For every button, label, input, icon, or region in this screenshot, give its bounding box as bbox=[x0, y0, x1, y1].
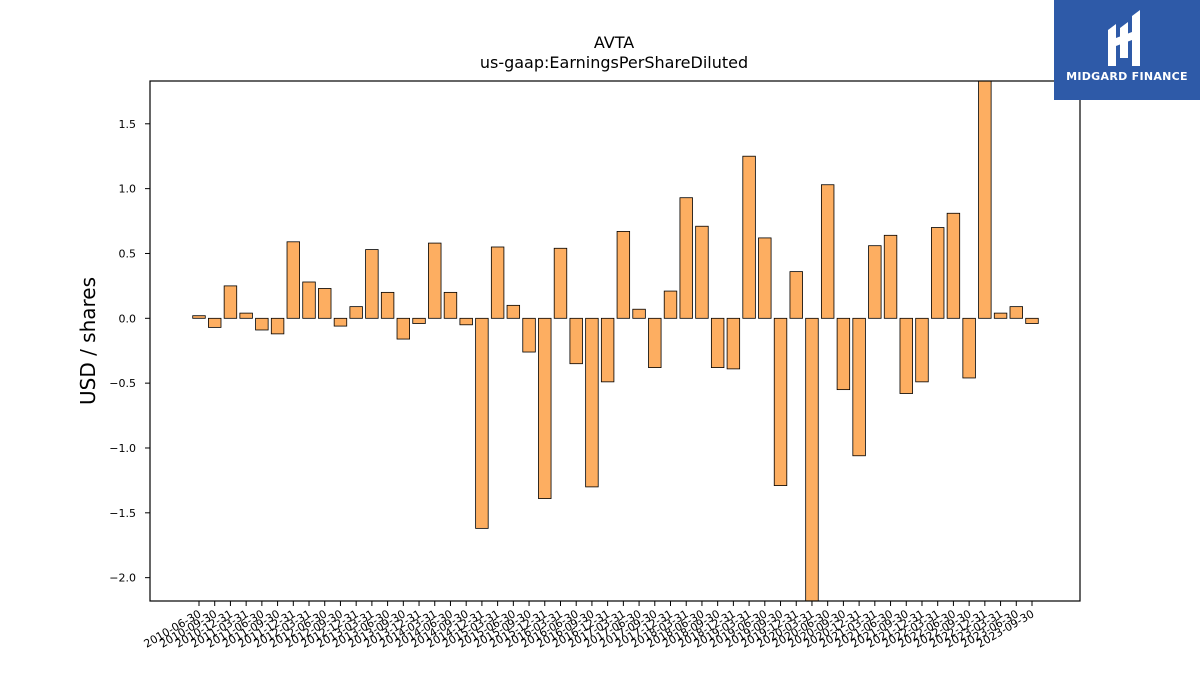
bar-2012-12-31 bbox=[349, 306, 363, 319]
bar-2019-06-30 bbox=[758, 237, 772, 319]
bar-2021-12-31 bbox=[915, 317, 929, 383]
y-tick-label: −0.5 bbox=[109, 377, 136, 390]
bar-2022-03-31 bbox=[931, 227, 945, 319]
bar-2016-03-31 bbox=[553, 247, 568, 319]
bar-2018-03-31 bbox=[679, 197, 693, 319]
y-tick-label: −1.5 bbox=[109, 507, 136, 520]
bar-2023-06-30 bbox=[1009, 306, 1023, 319]
bar-2018-09-30 bbox=[710, 317, 725, 368]
bar-2014-03-31 bbox=[428, 242, 442, 319]
bar-2020-09-30 bbox=[836, 317, 851, 391]
y-axis: −2.0 −1.5 −1.0 −0.5 0.0 0.5 1.0 1.5 bbox=[109, 118, 150, 585]
plot-frame bbox=[149, 80, 1081, 602]
bar-2011-09-30 bbox=[270, 317, 285, 335]
bar-2012-09-30 bbox=[333, 317, 348, 327]
bar-2013-03-31 bbox=[365, 249, 379, 319]
bar-2013-12-31 bbox=[412, 317, 426, 324]
bar-2011-12-31 bbox=[286, 241, 300, 319]
bar-2015-12-31 bbox=[538, 317, 552, 499]
brand-name: MIDGARD FINANCE bbox=[1066, 70, 1188, 83]
y-tick-label: 0.0 bbox=[119, 312, 137, 325]
bar-2018-06-30 bbox=[695, 225, 709, 319]
bar-2022-09-30 bbox=[962, 317, 976, 379]
bar-2023-09-30 bbox=[1025, 317, 1039, 324]
bar-2022-12-31 bbox=[978, 80, 992, 319]
bar-2015-06-30 bbox=[506, 304, 521, 319]
x-axis: 2010-06-302010-09-302010-12-312011-03-31… bbox=[142, 601, 1037, 651]
bar-2017-09-30 bbox=[648, 317, 662, 368]
bar-2016-12-31 bbox=[600, 317, 615, 383]
bar-2019-03-31 bbox=[742, 155, 756, 319]
bar-2014-12-31 bbox=[475, 317, 489, 529]
bar-2017-12-31 bbox=[663, 290, 678, 319]
bar-2014-09-30 bbox=[459, 317, 473, 326]
bar-2013-09-30 bbox=[396, 317, 410, 340]
bar-2010-06-30 bbox=[192, 315, 206, 319]
brand-logo: MIDGARD FINANCE bbox=[1054, 0, 1200, 100]
bar-2023-03-31 bbox=[993, 312, 1008, 319]
y-tick-label: −1.0 bbox=[109, 442, 136, 455]
bar-2019-09-30 bbox=[773, 317, 788, 486]
bar-2022-06-30 bbox=[946, 212, 961, 319]
brand-logo-icon bbox=[1108, 10, 1140, 66]
bar-2012-03-31 bbox=[302, 281, 316, 319]
bar-2019-12-31 bbox=[789, 271, 803, 319]
y-axis-label: USD / shares bbox=[76, 277, 100, 405]
chart-title: AVTA bbox=[594, 33, 634, 52]
bar-2016-06-30 bbox=[569, 317, 583, 365]
bar-2013-06-30 bbox=[380, 291, 395, 319]
bar-2015-03-31 bbox=[490, 246, 505, 319]
y-tick-label: −2.0 bbox=[109, 572, 136, 585]
bar-2017-06-30 bbox=[632, 308, 646, 319]
bar-2020-03-31 bbox=[805, 317, 819, 602]
chart-subtitle: us-gaap:EarningsPerShareDiluted bbox=[480, 53, 748, 72]
bar-2015-09-30 bbox=[522, 317, 536, 353]
y-tick-label: 1.5 bbox=[119, 118, 137, 131]
bar-2017-03-31 bbox=[616, 231, 631, 319]
bar-2016-09-30 bbox=[585, 317, 599, 488]
y-tick-label: 0.5 bbox=[119, 247, 137, 260]
plot-area bbox=[192, 80, 1039, 602]
bar-2020-12-31 bbox=[852, 317, 866, 457]
bar-2021-03-31 bbox=[868, 245, 882, 319]
bar-2011-03-31 bbox=[239, 312, 253, 319]
bar-2010-12-31 bbox=[223, 285, 238, 319]
bar-2014-06-30 bbox=[443, 291, 458, 319]
bar-2021-09-30 bbox=[899, 317, 913, 394]
bar-2012-06-30 bbox=[318, 288, 332, 319]
bar-2010-09-30 bbox=[208, 317, 222, 328]
y-tick-label: 1.0 bbox=[119, 183, 137, 196]
bar-2021-06-30 bbox=[883, 234, 898, 319]
bar-2011-06-30 bbox=[255, 317, 269, 331]
bar-2020-06-30 bbox=[820, 184, 835, 319]
bar-2018-12-31 bbox=[726, 317, 741, 370]
